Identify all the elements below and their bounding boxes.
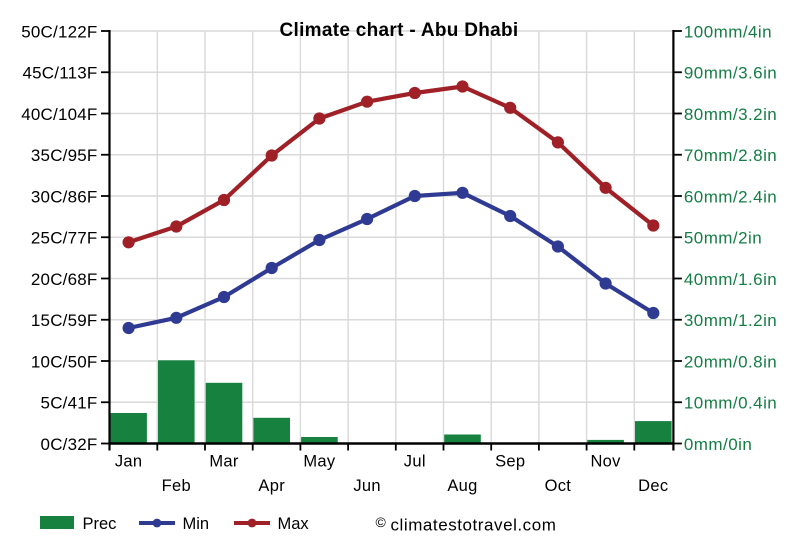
svg-text:Dec: Dec	[638, 477, 668, 495]
svg-text:30mm/1.2in: 30mm/1.2in	[684, 311, 777, 330]
svg-text:80mm/3.2in: 80mm/3.2in	[684, 105, 777, 124]
svg-text:Jan: Jan	[115, 453, 143, 471]
svg-text:30C/86F: 30C/86F	[31, 187, 98, 206]
svg-text:40mm/1.6in: 40mm/1.6in	[684, 270, 777, 289]
svg-text:Prec: Prec	[83, 515, 117, 533]
svg-text:Mar: Mar	[209, 453, 239, 471]
svg-text:10C/50F: 10C/50F	[31, 352, 98, 371]
svg-text:climatestotravel.com: climatestotravel.com	[391, 516, 557, 535]
svg-text:Jul: Jul	[404, 453, 426, 471]
svg-text:35C/95F: 35C/95F	[31, 146, 98, 165]
svg-text:90mm/3.6in: 90mm/3.6in	[684, 64, 777, 83]
svg-text:40C/104F: 40C/104F	[21, 105, 97, 124]
svg-text:Apr: Apr	[258, 477, 285, 495]
svg-text:Oct: Oct	[545, 477, 572, 495]
svg-text:0C/32F: 0C/32F	[41, 435, 98, 454]
svg-text:Aug: Aug	[447, 477, 477, 495]
svg-text:10mm/0.4in: 10mm/0.4in	[684, 394, 777, 413]
svg-text:0mm/0in: 0mm/0in	[684, 435, 752, 454]
svg-text:20C/68F: 20C/68F	[31, 270, 98, 289]
svg-text:25C/77F: 25C/77F	[31, 229, 98, 248]
svg-text:Nov: Nov	[590, 453, 621, 471]
svg-text:Min: Min	[183, 515, 210, 533]
svg-text:Sep: Sep	[495, 453, 525, 471]
svg-text:20mm/0.8in: 20mm/0.8in	[684, 352, 777, 371]
svg-text:Max: Max	[278, 515, 310, 533]
svg-text:50mm/2in: 50mm/2in	[684, 229, 762, 248]
svg-text:100mm/4in: 100mm/4in	[684, 22, 772, 41]
svg-text:60mm/2.4in: 60mm/2.4in	[684, 187, 777, 206]
svg-text:Jun: Jun	[353, 477, 381, 495]
svg-text:50C/122F: 50C/122F	[21, 22, 97, 41]
svg-text:©: ©	[376, 514, 387, 530]
svg-text:May: May	[303, 453, 336, 471]
svg-text:15C/59F: 15C/59F	[31, 311, 98, 330]
svg-text:70mm/2.8in: 70mm/2.8in	[684, 146, 777, 165]
svg-text:Feb: Feb	[162, 477, 191, 495]
svg-text:45C/113F: 45C/113F	[23, 64, 98, 83]
svg-text:5C/41F: 5C/41F	[41, 394, 98, 413]
svg-text:Climate chart - Abu Dhabi: Climate chart - Abu Dhabi	[279, 20, 518, 41]
